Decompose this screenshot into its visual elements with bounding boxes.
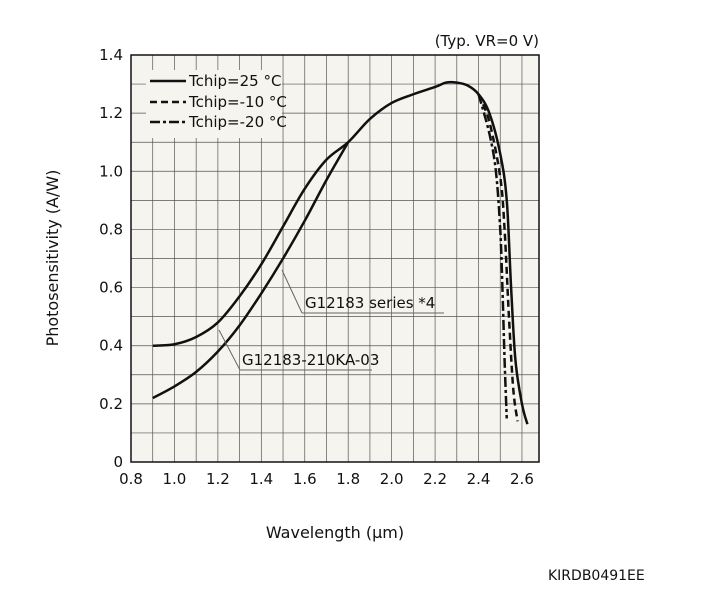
x-tick-label: 0.8	[119, 470, 143, 488]
x-tick-label: 1.6	[293, 470, 317, 488]
annotation-leader	[218, 329, 241, 371]
y-tick-label: 1.4	[99, 46, 123, 64]
legend-label: Tchip=-20 °C	[188, 113, 287, 131]
y-tick-label: 1.0	[99, 162, 123, 180]
x-tick-label: 2.6	[510, 470, 534, 488]
y-tick-label: 0.8	[99, 220, 123, 238]
y-tick-label: 0.6	[99, 279, 123, 297]
legend-label: Tchip=25 °C	[188, 72, 281, 90]
annotation-leader	[281, 269, 303, 314]
y-tick-label: 0.4	[99, 337, 123, 355]
plot-frame	[130, 54, 540, 463]
series-line-dashed	[477, 93, 519, 422]
y-tick-label: 0	[113, 453, 123, 471]
figure-code: KIRDB0491EE	[548, 568, 645, 584]
series-line-solid	[152, 80, 529, 425]
x-tick-label: 1.8	[336, 470, 360, 488]
x-tick-label: 2.0	[380, 470, 404, 488]
series-line-dashdot	[477, 93, 509, 419]
x-axis-label: Wavelength (µm)	[266, 523, 404, 542]
x-tick-label: 2.4	[467, 470, 491, 488]
y-tick-label: 0.2	[99, 395, 123, 413]
x-tick-label: 1.4	[249, 470, 273, 488]
y-tick-label: 1.2	[99, 104, 123, 122]
annotations: G12183 series *4 G12183-210KA-03	[218, 269, 444, 371]
series-line-solid	[152, 141, 350, 400]
x-tick-label: 1.2	[206, 470, 230, 488]
legend-label: Tchip=-10 °C	[188, 93, 287, 111]
condition-label: (Typ. VR=0 V)	[435, 32, 539, 50]
legend: Tchip=25 °C Tchip=-10 °C Tchip=-20 °C	[146, 70, 287, 138]
x-tick-label: 2.2	[423, 470, 447, 488]
annotation-label: G12183 series *4	[305, 294, 435, 312]
annotation-label: G12183-210KA-03	[242, 351, 379, 369]
y-axis-label: Photosensitivity (A/W)	[43, 170, 62, 347]
x-tick-label: 1.0	[163, 470, 187, 488]
